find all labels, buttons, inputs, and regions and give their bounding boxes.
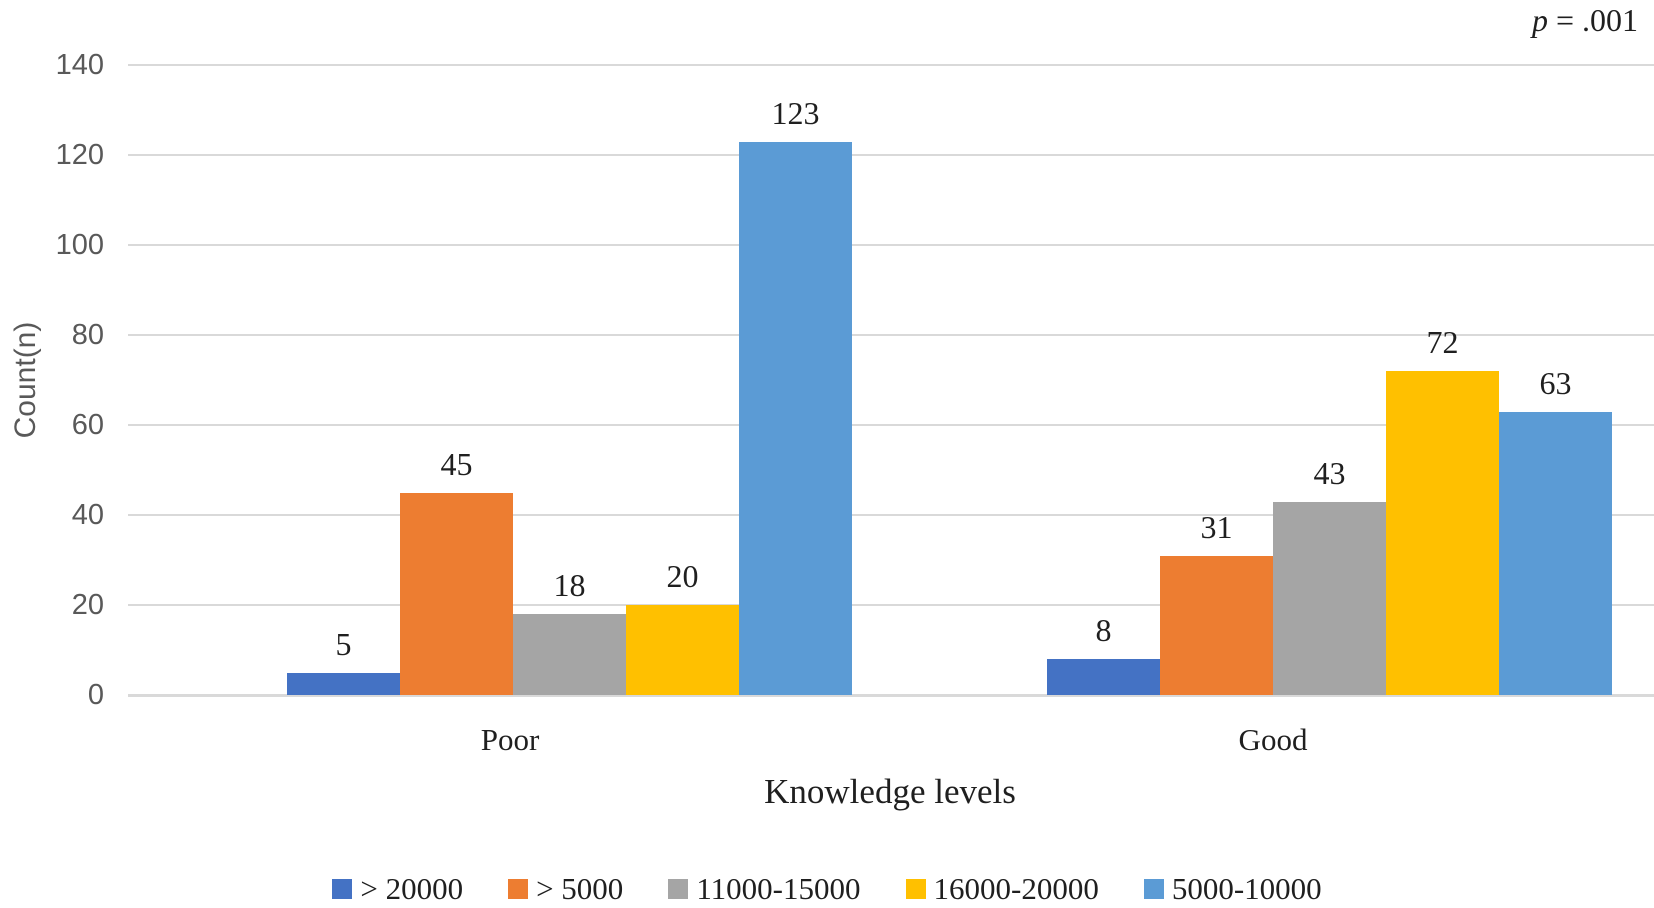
legend-label: > 5000	[536, 871, 624, 906]
legend-item-1: > 5000	[508, 872, 623, 906]
bar-value-label-good-series-1: 31	[1200, 508, 1233, 545]
bar-value-label-good-series-4: 63	[1539, 364, 1572, 401]
bar-value-label-poor-series-4: 123	[771, 94, 820, 131]
gridline-120	[128, 154, 1654, 156]
x-category-label-good: Good	[1238, 722, 1308, 757]
legend-item-2: 11000-15000	[668, 871, 861, 906]
bar-good-series-1	[1160, 555, 1273, 695]
legend-label: 11000-15000	[696, 871, 861, 906]
p-value-symbol: p	[1531, 2, 1548, 38]
bar-value-label-good-series-3: 72	[1426, 324, 1459, 360]
y-tick-label-60: 60	[71, 409, 104, 441]
bar-poor-series-4	[739, 141, 852, 695]
legend-swatch-icon	[905, 879, 926, 899]
gridline-100	[128, 244, 1654, 246]
gridline-80	[128, 334, 1654, 336]
legend-label: > 20000	[360, 871, 464, 906]
legend-item-4: 5000-10000	[1143, 871, 1322, 906]
gridline-20	[128, 604, 1654, 606]
bar-good-series-4	[1499, 411, 1612, 695]
p-value-text: = .001	[1547, 2, 1638, 38]
bar-good-series-2	[1273, 501, 1386, 695]
bar-good-series-3	[1386, 371, 1499, 695]
legend-label: 16000-20000	[933, 871, 1099, 906]
bar-value-label-poor-series-1: 45	[440, 445, 473, 482]
legend-swatch-icon	[668, 879, 689, 899]
p-value-annotation: p = .001	[1532, 2, 1638, 39]
bar-value-label-poor-series-0: 5	[335, 625, 352, 662]
legend-label: 5000-10000	[1171, 871, 1322, 906]
x-axis-line	[128, 694, 1654, 697]
y-tick-label-140: 140	[55, 49, 104, 81]
chart-legend: > 20000 > 5000 11000-15000 16000-20000 5000-…	[0, 872, 1654, 906]
gridline-40	[128, 514, 1654, 516]
legend-item-3: 16000-20000	[905, 871, 1099, 906]
bar-value-label-good-series-2: 43	[1313, 454, 1346, 491]
y-tick-label-80: 80	[71, 319, 104, 351]
gridline-140	[128, 64, 1654, 66]
legend-swatch-icon	[332, 879, 353, 899]
y-tick-label-20: 20	[71, 589, 104, 621]
legend-item-0: > 20000	[332, 872, 463, 906]
gridline-60	[128, 424, 1654, 426]
bar-value-label-good-series-0: 8	[1095, 612, 1112, 648]
y-tick-label-0: 0	[87, 679, 104, 711]
y-tick-label-100: 100	[55, 229, 104, 261]
bar-good-series-0	[1047, 659, 1160, 695]
x-category-label-poor: Poor	[480, 722, 540, 757]
bar-poor-series-0	[287, 672, 400, 695]
bar-poor-series-2	[513, 614, 626, 695]
y-tick-label-40: 40	[71, 499, 104, 531]
bar-value-label-poor-series-3: 20	[666, 558, 699, 594]
x-axis-title: Knowledge levels	[764, 772, 1016, 811]
y-tick-label-120: 120	[55, 139, 104, 171]
legend-swatch-icon	[1143, 879, 1164, 899]
bar-value-label-poor-series-2: 18	[553, 567, 586, 603]
legend-swatch-icon	[508, 879, 529, 899]
bar-poor-series-3	[626, 605, 739, 695]
bar-poor-series-1	[400, 492, 513, 695]
